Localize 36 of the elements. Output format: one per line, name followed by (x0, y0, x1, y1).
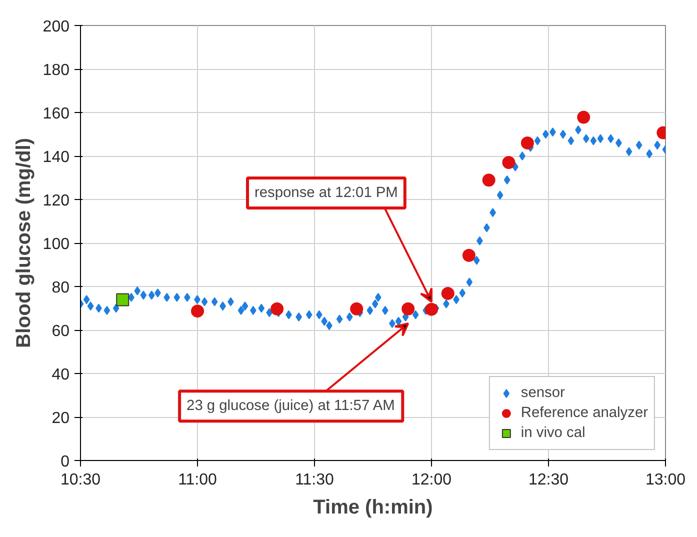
y-tick-label: 80 (52, 280, 70, 296)
y-tick-label: 120 (42, 192, 70, 210)
y-tick-label: 100 (42, 236, 70, 253)
y-tick-label: 40 (52, 366, 70, 384)
annotation: response at 12:01 PM (254, 184, 398, 201)
x-tick-label: 12:00 (411, 472, 452, 488)
point (402, 302, 415, 316)
point (116, 293, 130, 306)
x-tick-label: 11:30 (295, 472, 334, 488)
point (482, 174, 496, 187)
x-tick-label: 12:30 (528, 472, 569, 488)
legend-label: Reference analyzer (520, 405, 648, 421)
point (502, 156, 516, 170)
point (191, 304, 204, 318)
y-tick-label: 140 (42, 149, 70, 166)
legend-label: in vivo cal (520, 425, 586, 441)
y-tick-label: 0 (60, 454, 70, 470)
x-axis-title: Time (h:min) (313, 496, 433, 518)
annotation: 23 g glucose (juice) at 11:57 AM (186, 398, 395, 414)
y-tick-label: 180 (42, 62, 70, 79)
y-axis-title: Blood glucose (mg/dl) (12, 138, 35, 348)
y-tick-label: 60 (52, 323, 70, 340)
legend-label: sensor (520, 385, 565, 401)
point (441, 286, 454, 300)
point (425, 302, 438, 316)
point (462, 248, 476, 262)
y-tick-label: 160 (42, 106, 70, 122)
y-tick-label: 20 (52, 410, 70, 427)
point (270, 302, 284, 316)
x-tick-label: 10:30 (60, 472, 101, 488)
x-tick-label: 13:00 (645, 472, 686, 488)
y-tick-label: 200 (42, 18, 70, 36)
point (350, 302, 364, 316)
point (577, 110, 590, 124)
x-tick-label: 11:00 (178, 472, 218, 488)
point (520, 136, 534, 150)
